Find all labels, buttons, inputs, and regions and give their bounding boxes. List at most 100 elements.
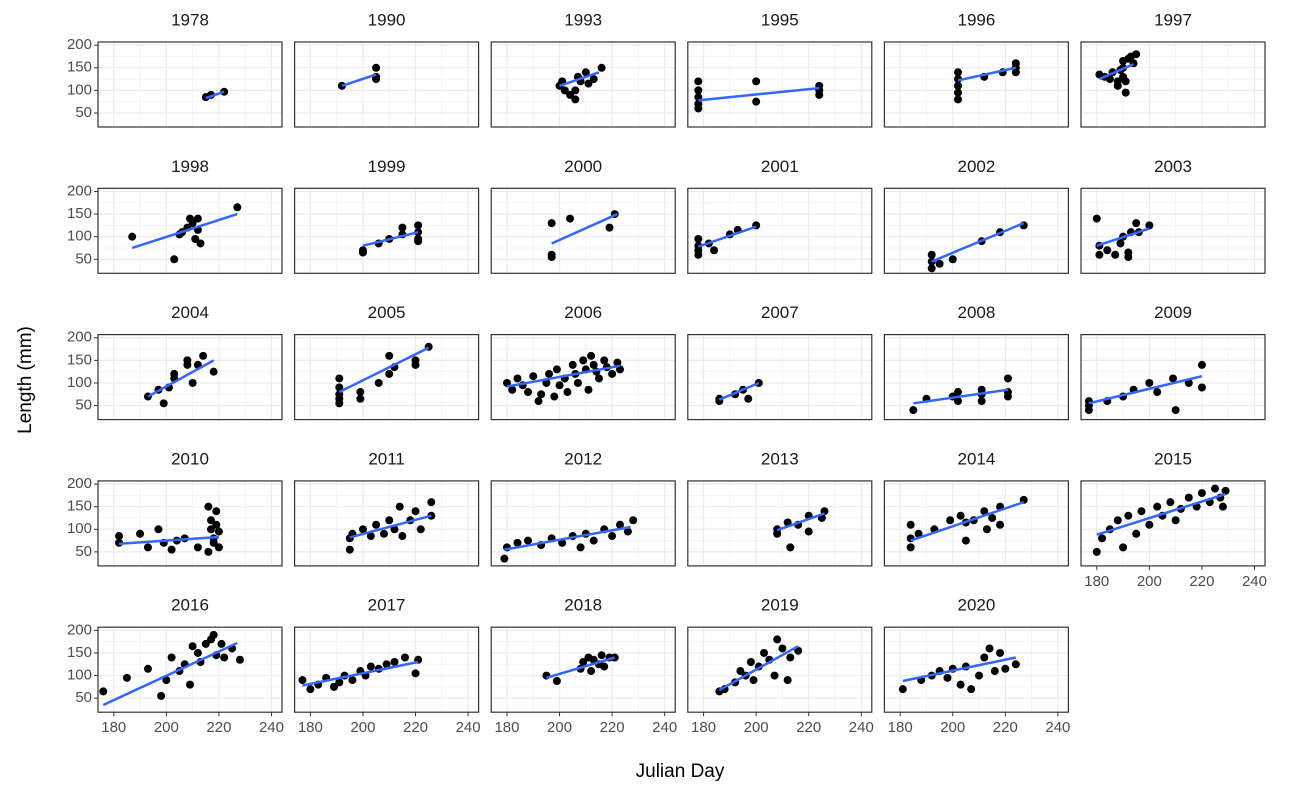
point [209,630,218,639]
panel-background [884,627,1069,713]
fit-line [902,656,1017,683]
point [948,255,957,264]
point [298,676,307,685]
point [193,543,202,552]
point [956,680,965,689]
panel-background [1081,188,1265,274]
panel-background [687,42,872,127]
point [1132,219,1141,228]
point [629,516,638,525]
panel-title: 2009 [1154,303,1192,322]
panel-background [491,188,676,274]
fit-line [349,514,432,539]
point [330,682,339,691]
panel-title: 1999 [368,157,406,176]
y-tick-label: 150 [67,351,92,368]
y-tick-label: 200 [67,621,92,638]
fit-line [718,381,760,401]
point [898,685,907,694]
point [183,356,192,365]
point [980,507,989,516]
point [552,365,561,374]
point [956,511,965,520]
point [587,667,596,676]
point [587,351,596,360]
point [143,543,152,552]
panel-title: 2016 [171,596,209,615]
point [1153,502,1162,511]
y-tick-label: 150 [67,59,92,76]
point [954,81,962,90]
point [744,394,753,403]
x-tick-label: 180 [494,719,519,736]
point [773,635,782,644]
point [786,653,795,662]
point [935,259,944,268]
point [600,662,609,671]
point [99,687,108,696]
panel-border [490,626,676,713]
point [752,97,761,106]
panel-border [490,187,676,274]
point [170,255,179,264]
y-tick-label: 100 [67,520,92,537]
y-tick-label: 200 [67,329,92,346]
panel-border [97,480,283,567]
panel-title: 2002 [957,157,995,176]
y-tick-label: 150 [67,205,92,222]
point [1113,516,1122,525]
point [220,653,229,662]
point [416,525,425,534]
fit-line [931,221,1025,263]
point [1132,529,1141,538]
point [214,543,223,552]
point [584,79,593,88]
panel-border [97,626,283,713]
point [1003,392,1012,401]
point [395,502,404,511]
point [710,246,719,255]
point [513,538,522,547]
point [547,219,556,228]
panel-background [98,627,282,713]
point [954,88,962,97]
point [348,676,357,685]
fit-line [546,656,616,680]
panel-title: 2008 [957,303,995,322]
fit-line [341,73,377,88]
point [542,671,551,680]
point [954,388,962,397]
panel-background [491,42,676,127]
x-tick-label: 180 [888,719,913,736]
panel-border [294,334,480,421]
point [170,369,179,378]
panel-background [294,334,479,420]
fit-line [913,388,1009,405]
point [694,86,703,95]
point [778,644,787,653]
panel-border [1080,187,1266,274]
point [608,532,617,541]
point [372,520,381,529]
point [1171,406,1180,415]
panel-border [1080,334,1266,421]
point [1121,77,1130,86]
point [616,520,624,529]
point [946,516,955,525]
panel-border [490,334,676,421]
point [209,538,218,547]
point [576,543,585,552]
point [943,673,952,682]
point [909,406,918,415]
point [1218,502,1227,511]
point [1124,511,1133,520]
point [985,644,994,653]
point [954,397,962,406]
point [204,547,213,556]
point [143,664,152,673]
panel-title: 2001 [761,157,799,176]
point [736,667,745,676]
point [552,677,561,686]
fit-line [131,212,238,250]
point [1001,664,1010,673]
